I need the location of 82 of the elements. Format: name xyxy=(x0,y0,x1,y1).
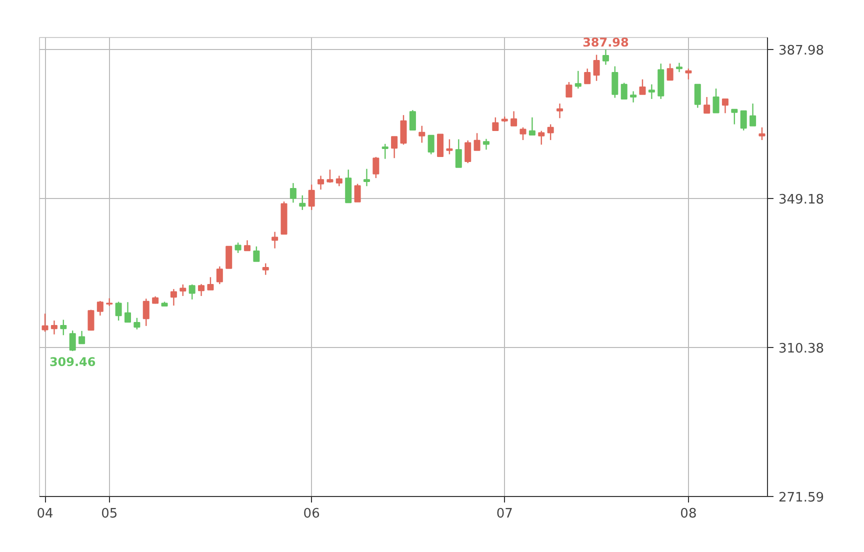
candlestick xyxy=(538,130,545,146)
x-tick-label: 08 xyxy=(680,506,697,522)
candlestick xyxy=(584,68,591,84)
candlestick xyxy=(234,242,242,254)
annotation: 309.46 xyxy=(49,355,96,370)
candlestick xyxy=(722,98,728,114)
candlestick xyxy=(299,194,306,211)
candlestick xyxy=(308,184,315,211)
candlestick xyxy=(198,283,205,297)
candlestick xyxy=(648,84,655,100)
candlestick xyxy=(400,114,407,146)
candlestick xyxy=(520,126,526,141)
candlestick xyxy=(134,317,140,330)
candlestick xyxy=(620,82,628,100)
candlestick xyxy=(326,169,334,184)
candlestick xyxy=(428,134,434,155)
candlestick xyxy=(556,102,564,119)
candlestick xyxy=(482,138,490,150)
candlestick xyxy=(188,284,196,300)
candlestick xyxy=(115,301,122,322)
candlestick xyxy=(676,62,683,73)
candlestick xyxy=(758,126,766,141)
candlestick xyxy=(492,116,499,132)
candlestick xyxy=(612,66,618,98)
candlestick xyxy=(391,136,398,159)
candlestick xyxy=(694,84,701,108)
candlestick xyxy=(42,313,48,332)
candlestick xyxy=(474,132,480,152)
candlestick xyxy=(528,116,536,136)
candlestick xyxy=(170,288,177,306)
candlestick xyxy=(216,266,223,285)
x-tick-label: 05 xyxy=(101,506,118,522)
candlestick xyxy=(731,108,738,125)
candlestick xyxy=(418,125,426,144)
candlestick xyxy=(372,156,380,179)
candlestick xyxy=(244,240,250,252)
candlestick xyxy=(382,143,388,160)
candlestick xyxy=(50,320,58,335)
candlestick xyxy=(510,110,518,126)
candlestick xyxy=(712,88,720,114)
candlestick xyxy=(272,231,278,249)
annotation: 387.98 xyxy=(582,35,629,50)
candlestick xyxy=(180,284,186,297)
candlestick xyxy=(60,319,67,336)
y-tick-label: 310.38 xyxy=(778,342,824,357)
x-tick-label: 04 xyxy=(36,506,54,522)
candlestick xyxy=(78,330,86,344)
candlestick xyxy=(630,90,637,104)
candlestick xyxy=(253,246,260,262)
candlestick xyxy=(750,102,756,126)
candlestick xyxy=(740,110,747,132)
x-tick-label: 07 xyxy=(496,506,513,522)
x-tick-label: 06 xyxy=(303,506,320,522)
candlestick xyxy=(207,276,214,290)
candlestick xyxy=(566,81,572,98)
candlestick xyxy=(69,330,76,352)
candlestick xyxy=(226,246,232,269)
candlestick xyxy=(96,300,104,316)
candlestick xyxy=(437,134,444,158)
candlestick xyxy=(639,78,646,95)
candlestick xyxy=(685,68,692,80)
candlestick xyxy=(666,63,674,81)
candlestick xyxy=(409,109,416,131)
y-tick-label: 271.59 xyxy=(778,490,824,506)
candlestick xyxy=(704,96,710,114)
candlestick xyxy=(455,138,462,168)
candlestick xyxy=(446,138,453,155)
candlestick xyxy=(363,168,370,187)
candlestick xyxy=(547,124,554,141)
candlestick xyxy=(124,302,131,323)
candlestick xyxy=(354,183,361,202)
y-tick-label: 349.18 xyxy=(778,192,824,208)
candlestick xyxy=(336,175,342,187)
candlestick xyxy=(142,298,150,327)
candlestick xyxy=(318,175,324,190)
candlestick xyxy=(593,54,600,82)
candlestick xyxy=(464,140,472,164)
candlestick xyxy=(602,48,609,66)
y-tick-label: 387.98 xyxy=(778,43,824,58)
candlestick xyxy=(574,70,582,90)
candlestick xyxy=(262,262,269,276)
candlestick xyxy=(290,182,296,204)
